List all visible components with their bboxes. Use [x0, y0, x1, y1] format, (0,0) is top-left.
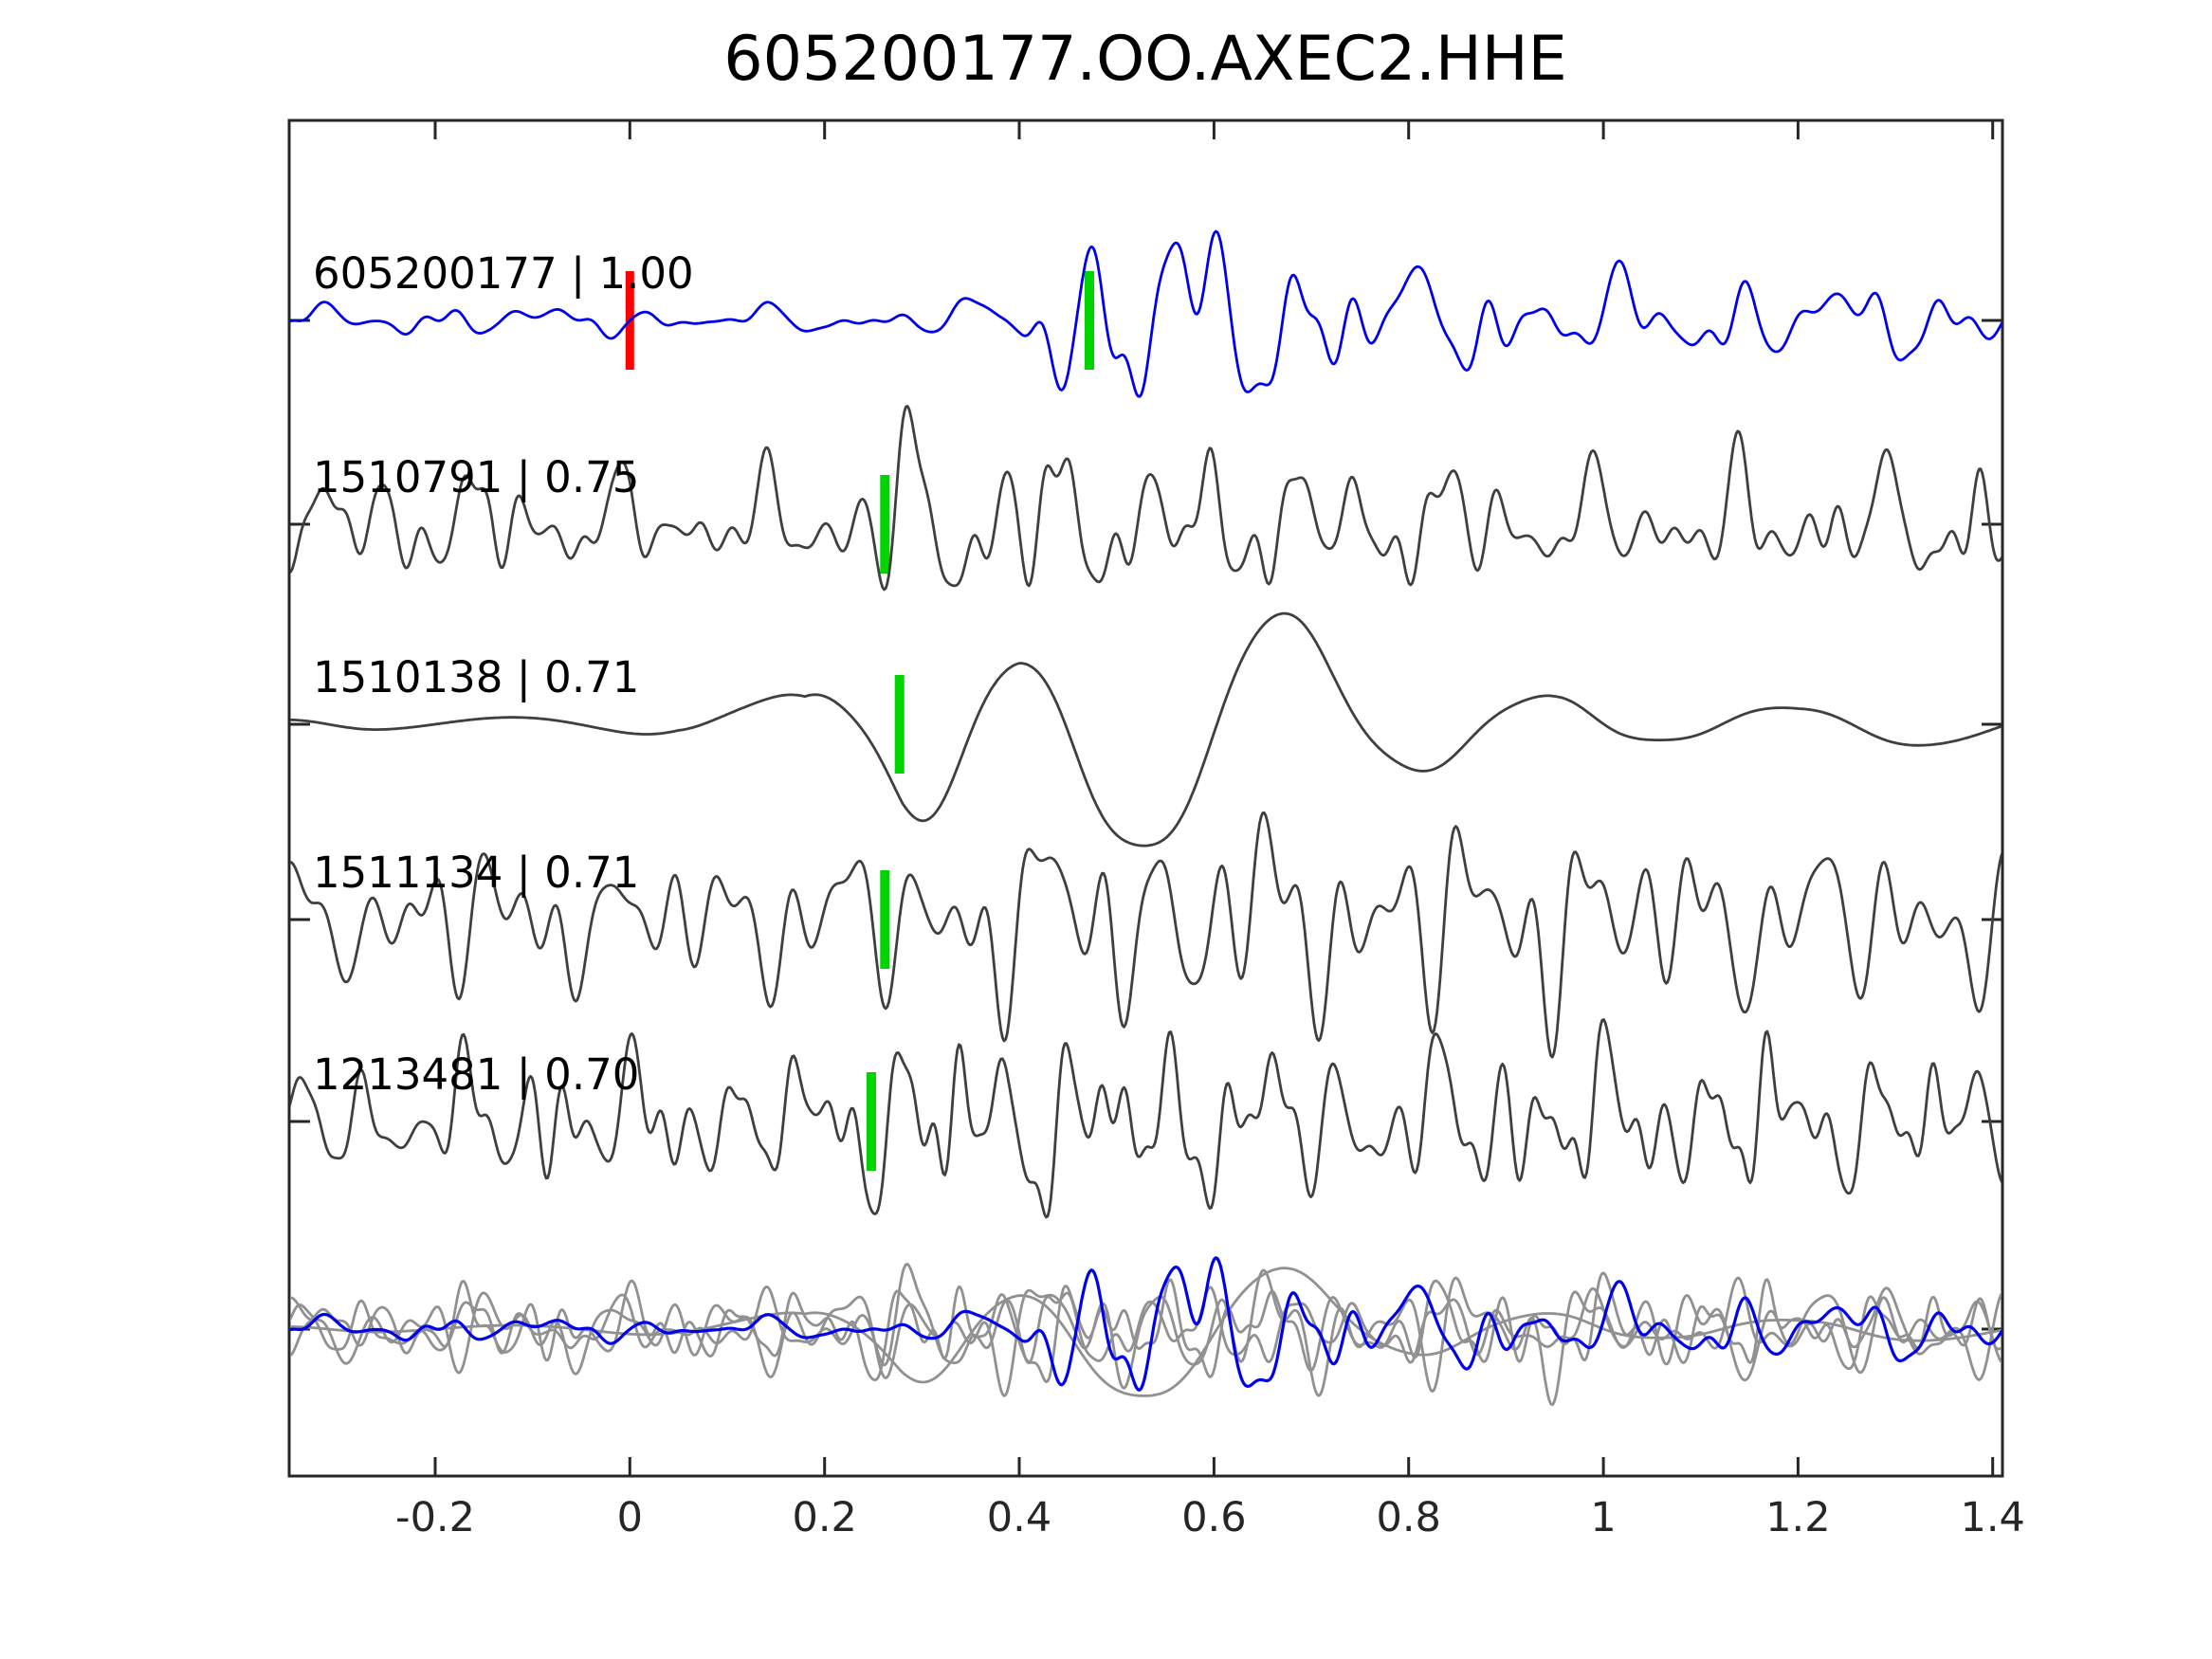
- plot-area: -0.2 0 0.2 0.4 0.6 0.8 1 1.2 1.4 605200177 | 1.00…: [287, 118, 2025, 1541]
- x-tick-label: 1: [1590, 1494, 1616, 1541]
- chart-title: 605200177.OO.AXEC2.HHE: [723, 24, 1567, 95]
- pick-marker: [867, 1072, 876, 1171]
- x-tick-label: 0.4: [987, 1494, 1051, 1541]
- x-tick-label: -0.2: [395, 1494, 475, 1541]
- overlay-trace-1511134: [290, 1268, 2002, 1407]
- x-tick-label: 0.6: [1181, 1494, 1246, 1541]
- pick-marker: [1085, 271, 1094, 370]
- trace-1510791: [290, 405, 2002, 592]
- pick-marker: [880, 870, 890, 969]
- trace-label-605200177: 605200177 | 1.00: [313, 248, 694, 299]
- pick-marker: [894, 675, 905, 774]
- overlay-trace-1213481: [290, 1271, 2002, 1383]
- x-tick-label: 1.2: [1765, 1494, 1830, 1541]
- overlay-group: [290, 1256, 2002, 1407]
- x-tick-label: 1.4: [1961, 1494, 2025, 1541]
- trace-label-1213481: 1213481 | 0.70: [313, 1049, 639, 1100]
- trace-label-1510791: 1510791 | 0.75: [313, 452, 639, 502]
- trace-1511134: [290, 811, 2002, 1059]
- trace-label-1510138: 1510138 | 0.71: [313, 652, 639, 702]
- trace-1213481: [290, 1018, 2002, 1219]
- x-tick-label: 0.2: [793, 1494, 857, 1541]
- x-tick-label: 0.8: [1377, 1494, 1441, 1541]
- pick-marker: [880, 475, 890, 574]
- trace-605200177: [290, 229, 2002, 398]
- x-tick-label: 0: [617, 1494, 643, 1541]
- overlay-trace-1510791: [290, 1263, 2002, 1367]
- axes-box: [287, 118, 2004, 1478]
- traces-group: [290, 229, 2002, 1219]
- trace-label-1511134: 1511134 | 0.71: [313, 848, 639, 898]
- trace-1510138: [290, 611, 2002, 848]
- overlay-trace-reference: [290, 1256, 2002, 1392]
